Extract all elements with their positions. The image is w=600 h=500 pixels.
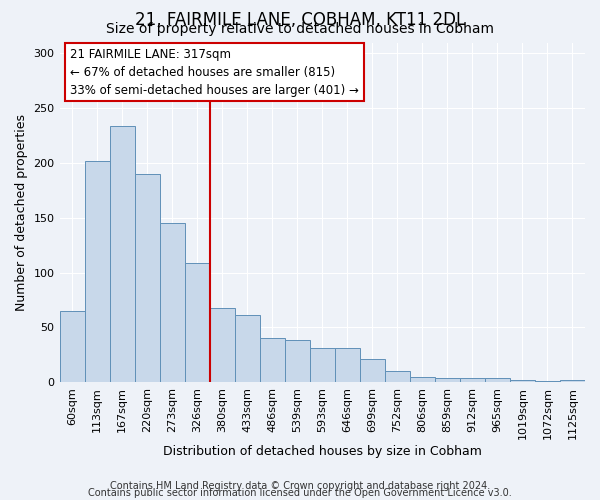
Text: 21, FAIRMILE LANE, COBHAM, KT11 2DL: 21, FAIRMILE LANE, COBHAM, KT11 2DL xyxy=(135,11,465,29)
Bar xyxy=(260,338,285,382)
Text: 21 FAIRMILE LANE: 317sqm
← 67% of detached houses are smaller (815)
33% of semi-: 21 FAIRMILE LANE: 317sqm ← 67% of detach… xyxy=(70,48,359,96)
Text: Contains HM Land Registry data © Crown copyright and database right 2024.: Contains HM Land Registry data © Crown c… xyxy=(110,481,490,491)
Bar xyxy=(59,311,85,382)
Bar xyxy=(185,262,209,382)
Bar xyxy=(560,380,585,382)
Bar xyxy=(385,371,410,382)
Bar xyxy=(285,340,310,382)
Bar xyxy=(435,378,460,382)
Bar xyxy=(460,378,485,382)
Y-axis label: Number of detached properties: Number of detached properties xyxy=(15,114,28,311)
Bar xyxy=(360,359,385,382)
Bar xyxy=(85,161,110,382)
Text: Contains public sector information licensed under the Open Government Licence v3: Contains public sector information licen… xyxy=(88,488,512,498)
Bar xyxy=(485,378,510,382)
Bar xyxy=(110,126,134,382)
Bar xyxy=(160,223,185,382)
Bar xyxy=(535,381,560,382)
Bar xyxy=(410,376,435,382)
Bar xyxy=(134,174,160,382)
Bar xyxy=(209,308,235,382)
Bar xyxy=(510,380,535,382)
Bar xyxy=(235,316,260,382)
Bar xyxy=(335,348,360,382)
Bar xyxy=(310,348,335,382)
X-axis label: Distribution of detached houses by size in Cobham: Distribution of detached houses by size … xyxy=(163,444,482,458)
Text: Size of property relative to detached houses in Cobham: Size of property relative to detached ho… xyxy=(106,22,494,36)
